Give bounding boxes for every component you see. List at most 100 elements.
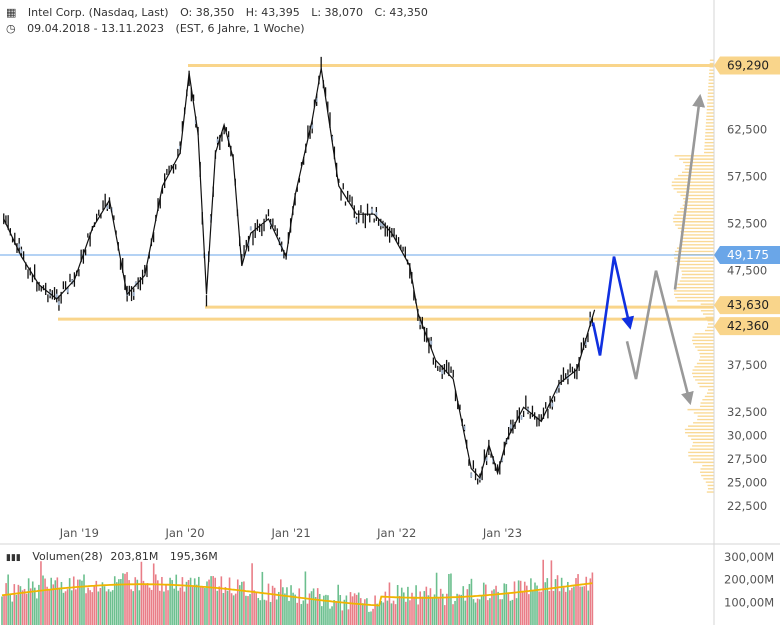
volume-bar — [175, 574, 178, 625]
volume-bar — [60, 581, 63, 625]
volume-bar — [7, 574, 9, 625]
price-bar-body — [55, 293, 58, 298]
price-series — [3, 56, 596, 485]
volume-bar — [200, 587, 202, 625]
volume-bar — [521, 590, 524, 625]
volume-bar — [497, 591, 499, 625]
y-tick-label: 62,500 — [727, 122, 767, 136]
open-value: O: 38,350 — [180, 6, 235, 19]
volume-bar — [113, 576, 116, 625]
volume-bar — [150, 589, 153, 625]
volume-bar — [464, 600, 467, 625]
volume-bar — [15, 594, 18, 625]
volume-bar — [185, 581, 188, 625]
volume-bar — [435, 572, 438, 625]
price-bar-body — [66, 288, 69, 293]
date-range: 09.04.2018 - 13.11.2023 — [27, 22, 165, 35]
volume-bar — [292, 592, 294, 625]
volume-bar — [476, 598, 479, 625]
volume-bar — [241, 581, 243, 625]
level-label-text: 49,175 — [727, 248, 769, 262]
price-bar-body — [57, 301, 61, 306]
volume-bar — [204, 587, 206, 625]
volume-bar — [296, 602, 298, 625]
volume-bar — [58, 587, 61, 625]
volume-bar — [136, 579, 139, 625]
volume-bar — [505, 584, 508, 625]
volume-tick-label: 200,00M — [724, 573, 774, 587]
volume-tick-label: 100,00M — [724, 595, 774, 609]
volume-bar — [507, 592, 510, 625]
volume-bar — [167, 590, 169, 625]
price-bar-body — [247, 241, 250, 246]
y-tick-label: 27,500 — [727, 452, 767, 466]
volume-bar — [331, 606, 333, 625]
volume-bar — [560, 577, 563, 625]
volume-bar — [458, 594, 460, 625]
volume-bar — [556, 575, 559, 625]
y-tick-label: 32,500 — [727, 405, 767, 419]
level-label-bg — [714, 296, 780, 315]
volume-bar — [132, 591, 134, 625]
volume-bar — [386, 600, 389, 625]
volume-bar — [417, 604, 419, 625]
volume-bar — [21, 590, 24, 625]
price-bar-body — [509, 424, 513, 429]
volume-bar — [91, 592, 93, 625]
volume-bar — [419, 591, 421, 625]
volume-bar — [5, 583, 7, 625]
volume-bar — [154, 574, 157, 625]
volume-bar — [515, 598, 518, 625]
volume-bar — [134, 577, 137, 625]
volume-bar — [460, 594, 462, 625]
volume-bar — [581, 586, 583, 625]
volume-bar — [257, 597, 260, 625]
volume-bar — [534, 582, 536, 625]
volume-bar — [474, 602, 477, 625]
volume-bar — [343, 599, 346, 625]
volume-bar — [579, 586, 581, 625]
volume-bar — [378, 604, 380, 625]
y-tick-label: 22,500 — [727, 499, 767, 513]
volume-bar — [425, 586, 428, 625]
level-label-text: 42,360 — [727, 319, 769, 333]
volume-bar — [415, 585, 417, 625]
volume-bar — [452, 604, 454, 625]
volume-bar — [206, 581, 208, 625]
x-tick-label: Jan '23 — [482, 526, 522, 540]
volume-bar — [413, 596, 415, 625]
volume-bar — [454, 600, 456, 625]
volume-bar — [234, 593, 237, 625]
volume-bar — [450, 573, 452, 625]
x-tick-label: Jan '19 — [59, 526, 99, 540]
level-label-bg — [714, 245, 780, 264]
volume-bar — [501, 599, 503, 625]
volume-bar — [546, 578, 549, 625]
volume-bar — [312, 588, 315, 625]
volume-bar — [208, 579, 210, 625]
volume-bar — [376, 603, 378, 625]
volume-bar — [370, 611, 372, 625]
volume-bar — [275, 599, 278, 625]
volume-bar — [398, 595, 401, 625]
volume-bar — [318, 593, 321, 625]
volume-bar — [491, 590, 493, 625]
volume-bar — [382, 602, 385, 625]
volume-bar — [400, 587, 403, 625]
level-label-42,360: 42,360 — [714, 317, 780, 336]
price-bar-body — [375, 211, 378, 216]
volume-bar — [485, 584, 487, 625]
volume-bar — [157, 580, 159, 625]
volume-bar — [364, 599, 366, 625]
volume-bar — [333, 600, 335, 625]
volume-bar — [431, 597, 434, 625]
volume-bar — [523, 581, 526, 625]
volume-bar — [567, 581, 569, 625]
volume-bar — [179, 587, 182, 625]
volume-bar — [286, 587, 288, 625]
volume-bar — [478, 599, 481, 625]
volume-bar — [571, 587, 573, 625]
